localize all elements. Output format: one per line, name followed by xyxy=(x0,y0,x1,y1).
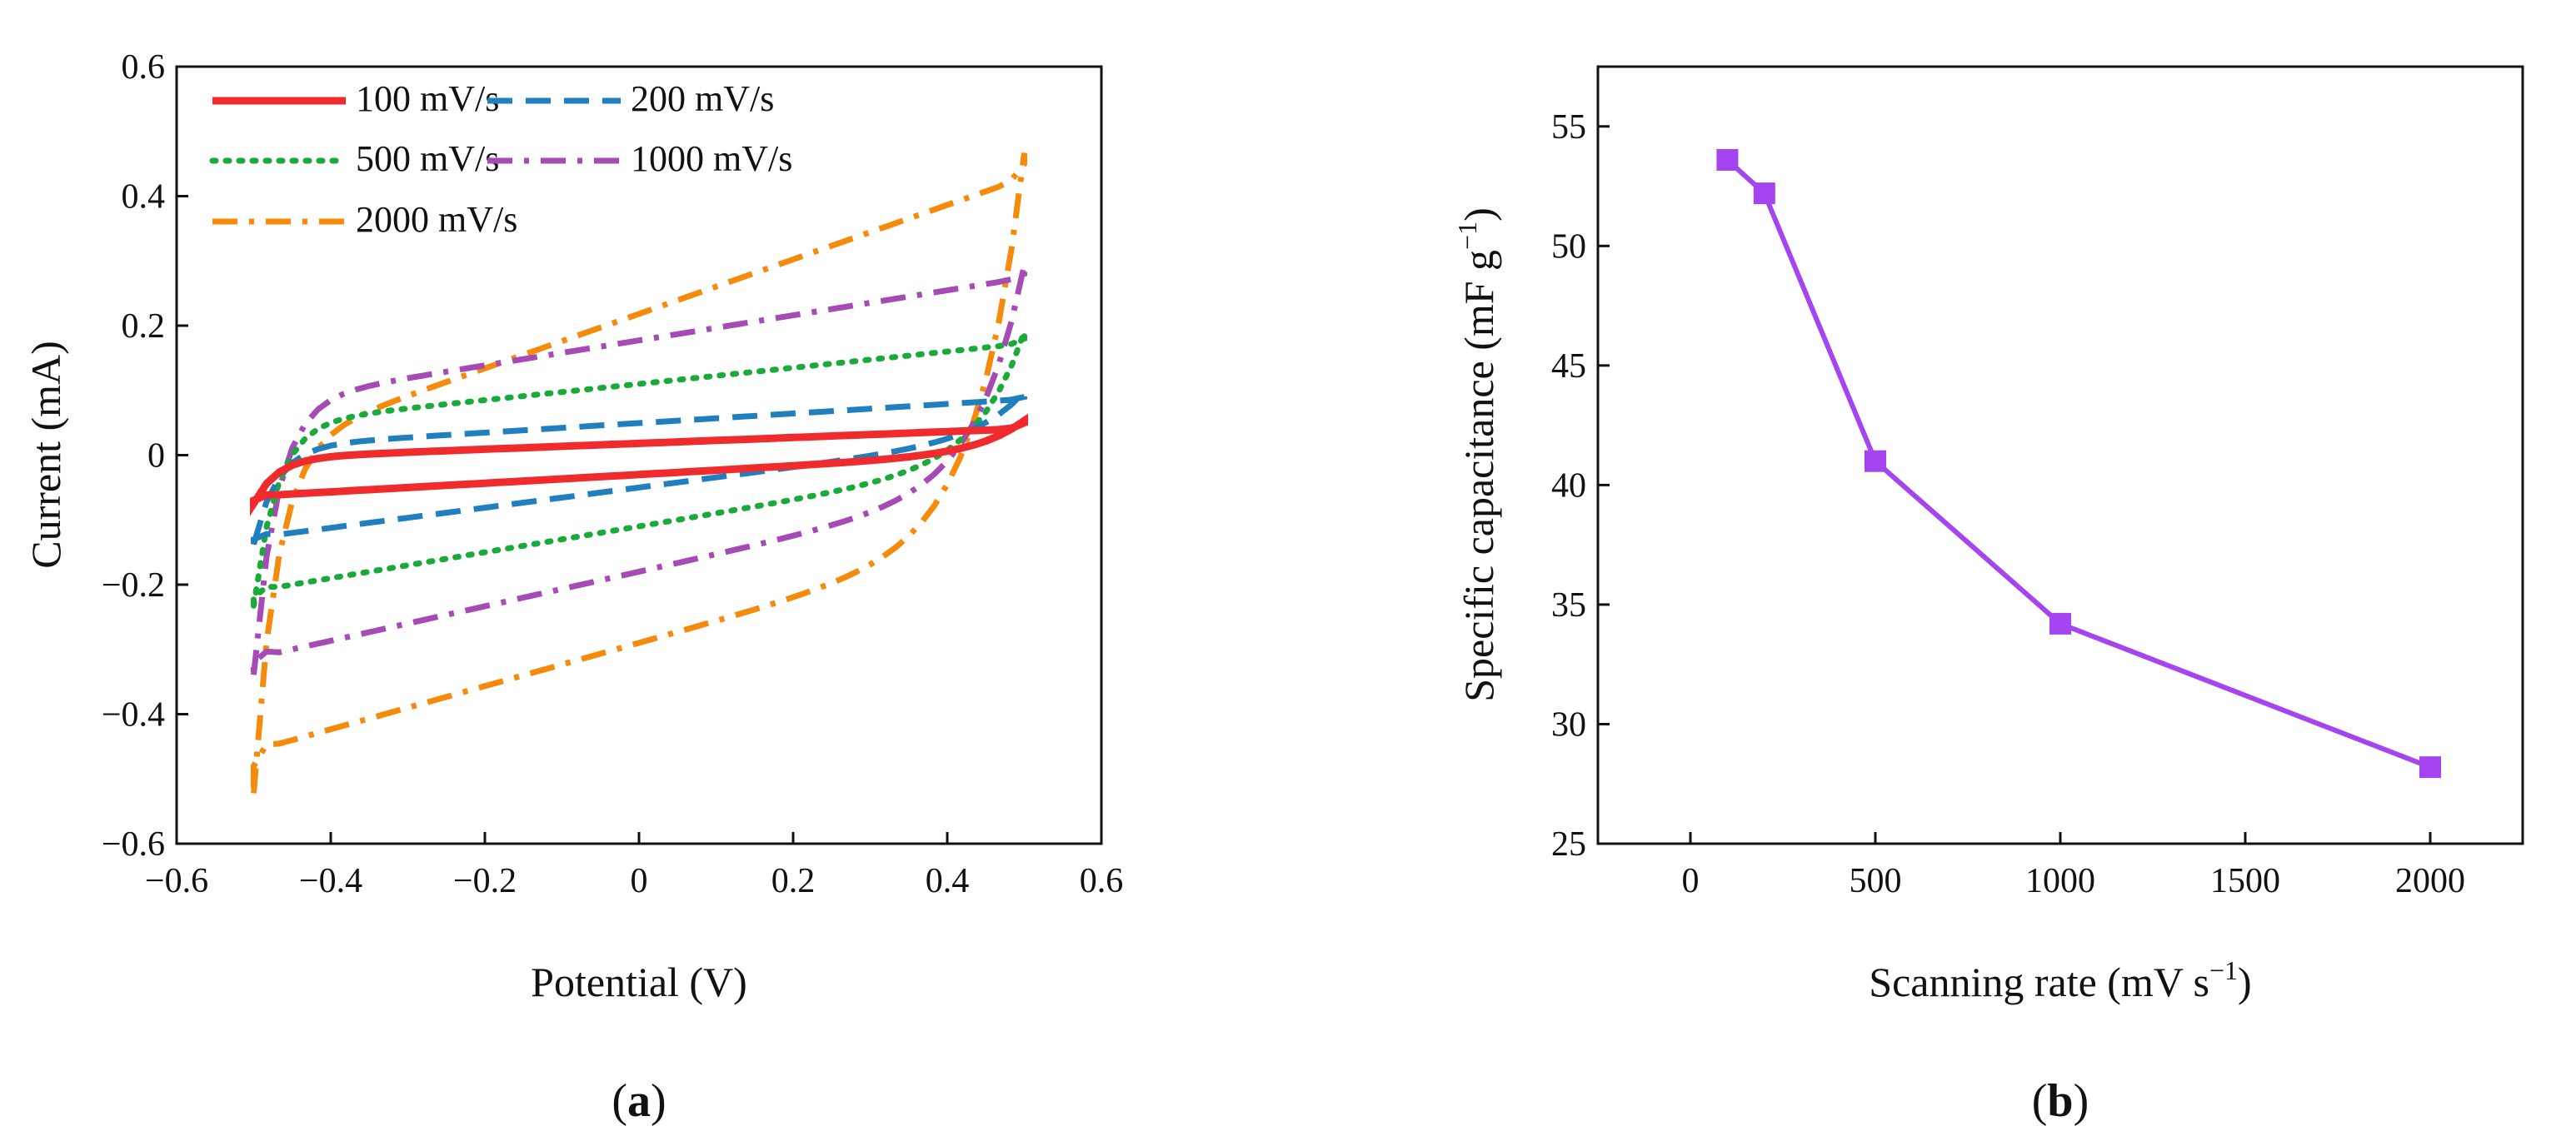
panel-a-x-tick-label: 0.2 xyxy=(771,862,816,900)
panel-a-x-tick-label: 0.6 xyxy=(1080,862,1124,900)
capacitance-point xyxy=(2419,756,2441,779)
panel-a-cv-chart: −0.6 −0.4 −0.2 0 0.2 0.4 0.6 −0.6 −0.4 −0.2 0 0.2 0… xyxy=(22,48,1123,1127)
panel-b-series xyxy=(1716,148,2441,779)
panel-b-x-tick-label: 2000 xyxy=(2395,862,2465,900)
panel-b-capacitance-chart: 0 500 1000 1500 2000 25 30 35 40 45 50 55 Scanning… xyxy=(1452,65,2524,1127)
panel-a-y-tick-label: −0.6 xyxy=(102,825,165,864)
panel-b-label: (b) xyxy=(2032,1075,2089,1127)
cv-curve-100mvs xyxy=(250,413,1028,516)
panel-a-x-tick-label: −0.2 xyxy=(453,862,517,900)
legend-label: 100 mV/s xyxy=(356,78,499,119)
panel-a-y-tick-label: 0.4 xyxy=(122,178,166,217)
panel-b-x-tick-label: 1500 xyxy=(2210,862,2280,900)
cv-curve-200mvs xyxy=(251,385,1027,546)
legend-label: 1000 mV/s xyxy=(631,138,792,179)
capacitance-point xyxy=(2049,612,2071,635)
panel-b-y-tick-label: 30 xyxy=(1551,705,1586,744)
capacitance-point xyxy=(1753,182,1775,205)
capacitance-point xyxy=(1716,148,1739,171)
cv-curve-500mvs xyxy=(251,331,1027,606)
panel-b-y-ticks: 25 30 35 40 45 50 55 xyxy=(1551,108,1610,864)
panel-a-y-tick-label: −0.2 xyxy=(102,566,165,605)
panel-a-x-tick-label: 0 xyxy=(631,862,648,900)
panel-a-label: (a) xyxy=(612,1075,666,1127)
panel-b-x-tick-label: 1000 xyxy=(2025,862,2095,900)
legend-label: 500 mV/s xyxy=(356,138,499,179)
panel-b-y-tick-label: 40 xyxy=(1551,466,1586,505)
capacitance-point xyxy=(1865,450,1886,472)
panel-a-y-axis-title: Current (mA) xyxy=(22,341,69,569)
panel-a-x-tick-label: −0.4 xyxy=(299,862,362,900)
panel-a-y-tick-label: 0 xyxy=(147,437,165,476)
panel-a-x-ticks: −0.6 −0.4 −0.2 0 0.2 0.4 0.6 xyxy=(145,832,1123,900)
panel-b-y-tick-label: 55 xyxy=(1551,108,1586,147)
panel-a-y-tick-label: −0.4 xyxy=(102,696,165,735)
panel-b-x-tick-label: 0 xyxy=(1682,862,1700,900)
legend-label: 200 mV/s xyxy=(631,78,774,119)
panel-a-y-tick-label: 0.2 xyxy=(122,307,166,346)
panel-b-y-axis-title: Specific capacitance (mF g−1) xyxy=(1452,207,1502,702)
panel-a-x-axis-title: Potential (V) xyxy=(531,959,747,1005)
panel-b-y-tick-label: 50 xyxy=(1551,227,1586,266)
panel-b-x-axis-title: Scanning rate (mV s−1) xyxy=(1869,955,2251,1005)
legend-label: 2000 mV/s xyxy=(356,199,517,240)
panel-a-x-tick-label: 0.4 xyxy=(926,862,970,900)
panel-b-x-ticks: 0 500 1000 1500 2000 xyxy=(1682,832,2465,900)
panel-a-x-tick-label: −0.6 xyxy=(145,862,208,900)
panel-b-plot-frame xyxy=(1596,65,2524,845)
cv-curve-1000mvs xyxy=(251,264,1027,675)
capacitance-line xyxy=(1725,157,2432,770)
panel-a-curves xyxy=(250,152,1028,794)
panel-b-y-tick-label: 25 xyxy=(1551,825,1586,864)
panel-b-x-tick-label: 500 xyxy=(1850,862,1902,900)
panel-b-y-tick-label: 45 xyxy=(1551,347,1586,386)
panel-b-y-tick-label: 35 xyxy=(1551,586,1586,625)
panel-a-y-tick-label: 0.6 xyxy=(122,48,166,87)
panel-a-legend: 100 mV/s 200 mV/s 500 mV/s 1000 mV/s 2000 mV… xyxy=(209,78,792,240)
panel-a-y-ticks: −0.6 −0.4 −0.2 0 0.2 0.4 0.6 xyxy=(102,48,188,864)
